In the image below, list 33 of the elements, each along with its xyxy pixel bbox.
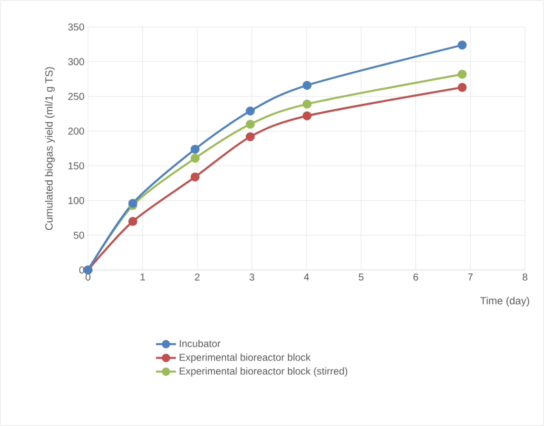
x-tick-label: 8 xyxy=(522,274,528,281)
y-tick-label: 100 xyxy=(68,197,84,204)
y-tick-label: 200 xyxy=(68,128,84,135)
point xyxy=(458,40,467,50)
point xyxy=(246,132,255,142)
point xyxy=(246,106,255,116)
legend-label: Incubator xyxy=(180,340,220,348)
x-tick-label: 3 xyxy=(249,274,254,281)
x-tick-label: 4 xyxy=(304,274,309,280)
y-axis-title: Cumulated biogas yield (ml/1 g TS) xyxy=(44,67,55,230)
point xyxy=(246,120,255,129)
legend-label: Experimental bioreactor block xyxy=(180,354,311,363)
x-tick-label: 6 xyxy=(413,274,418,281)
y-tick-label: 250 xyxy=(68,92,84,100)
point xyxy=(190,172,200,182)
x-tick-label: 7 xyxy=(468,274,473,280)
y-tick-label: 350 xyxy=(68,23,84,31)
x-tick-label: 5 xyxy=(358,274,364,280)
point xyxy=(458,82,467,92)
point xyxy=(302,100,312,109)
point xyxy=(190,144,200,154)
point xyxy=(302,111,312,120)
legend-label: Experimental bioreactor block (stirred) xyxy=(180,367,348,377)
point xyxy=(458,70,467,79)
x-axis-title: Time (day) xyxy=(480,296,530,306)
y-tick-label: 150 xyxy=(68,162,84,170)
x-tick-label: 2 xyxy=(194,274,200,281)
point xyxy=(128,216,138,226)
x-tick-label: 1 xyxy=(140,274,145,280)
point xyxy=(302,80,312,90)
y-tick-label: 50 xyxy=(74,232,84,239)
point xyxy=(190,154,200,163)
y-tick-label: 300 xyxy=(68,58,84,66)
